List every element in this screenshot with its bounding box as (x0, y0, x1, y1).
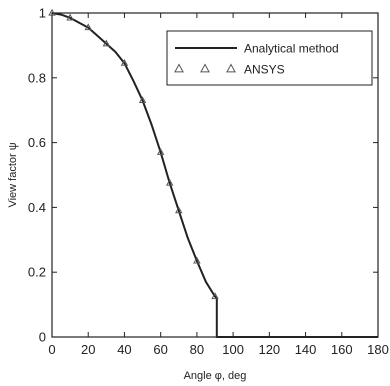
x-tick-label: 120 (258, 342, 280, 357)
series-point-ansys (156, 148, 165, 155)
x-tick-label: 0 (48, 342, 55, 357)
x-tick-label: 140 (295, 342, 317, 357)
x-tick-label: 160 (331, 342, 353, 357)
series-layer (48, 8, 378, 338)
x-tick-label: 60 (153, 342, 167, 357)
series-point-ansys (48, 8, 56, 16)
x-tick-label: 40 (117, 342, 131, 357)
legend-triangle-marker (174, 63, 184, 73)
series-point-ansys (138, 96, 147, 104)
series-point-ansys (193, 256, 201, 264)
series-point-ansys (66, 13, 74, 21)
ticks-layer: 0 20 40 60 80 100 120 140 160 180 0 0.2 0.4 0.6 0.8 1 (28, 6, 389, 358)
series-point-ansys (102, 39, 111, 47)
y-tick-label: 0.2 (28, 265, 46, 280)
legend-triangle-marker (226, 63, 236, 73)
x-tick-label: 80 (190, 342, 204, 357)
legend-triangle-marker (200, 63, 210, 73)
y-tick-label: 0.4 (28, 200, 46, 215)
plot-frame (51, 12, 379, 338)
legend-label: ANSYS (244, 63, 285, 77)
legend-label: Analytical method (244, 42, 339, 56)
series-point-ansys (165, 178, 174, 186)
series-point-ansys (211, 292, 219, 300)
series-point-ansys (84, 23, 92, 31)
series-point-ansys (175, 206, 183, 214)
y-tick-label: 0.6 (28, 135, 46, 150)
y-axis-title: View factor ψ (7, 142, 19, 207)
legend-box (166, 30, 373, 86)
series-line-analytical (51, 12, 378, 338)
x-axis-title: Angle φ, deg (184, 370, 247, 382)
legend: Analytical method ANSYS (166, 30, 373, 86)
x-tick-label: 100 (222, 342, 244, 357)
series-point-ansys (120, 58, 129, 66)
x-tick-label: 20 (81, 342, 95, 357)
plot-frame-layer (51, 12, 379, 338)
y-tick-label: 0.8 (28, 70, 46, 85)
y-tick-label: 0 (39, 330, 46, 345)
x-tick-label: 180 (367, 342, 389, 357)
y-tick-label: 1 (39, 6, 46, 21)
